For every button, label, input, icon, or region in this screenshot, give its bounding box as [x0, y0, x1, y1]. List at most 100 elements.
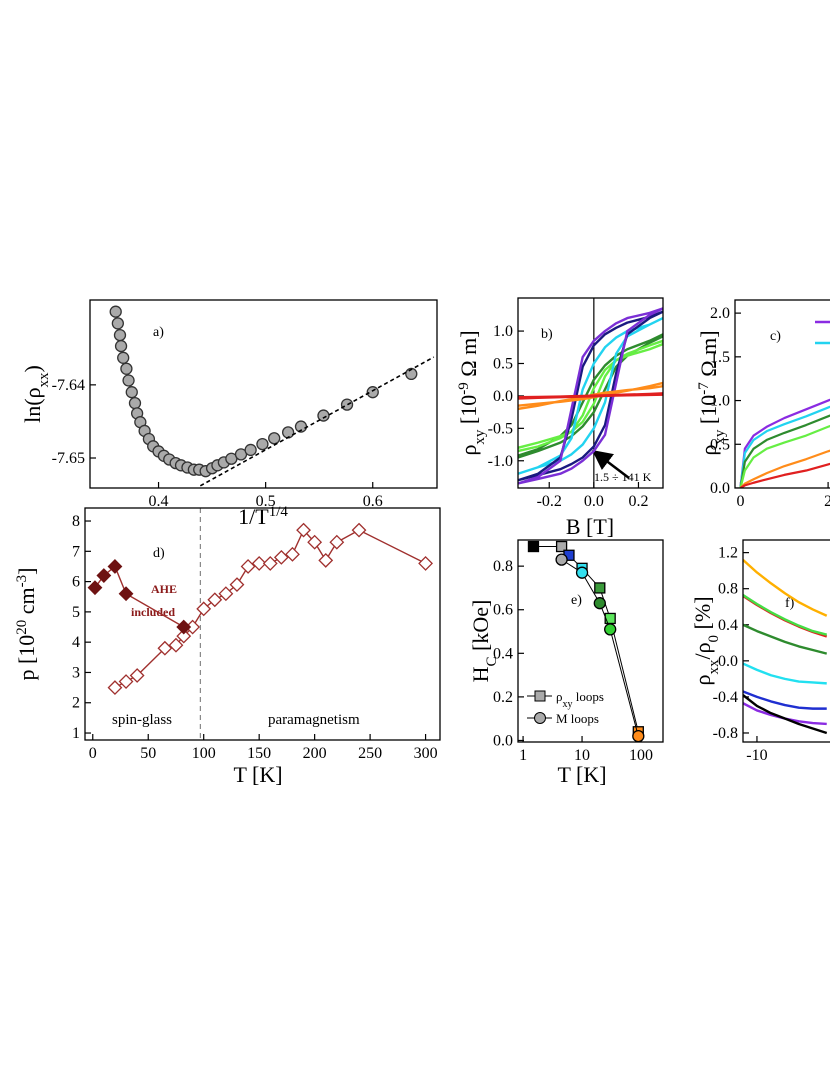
data-point — [109, 305, 122, 318]
data-point — [351, 522, 367, 538]
x-tick-label: -0.2 — [537, 493, 562, 510]
data-point — [244, 443, 257, 457]
data-point — [207, 592, 223, 608]
x-tick-label: 2 — [824, 493, 830, 510]
y-tick-label: 0.0 — [710, 480, 730, 497]
plot-area — [90, 305, 435, 488]
y-tick-label: 0.0 — [493, 388, 513, 405]
annotation: 1.5 ÷ 141 K — [594, 470, 652, 484]
y-tick-label: 0.4 — [493, 645, 513, 662]
label-part: ln(ρ — [20, 387, 45, 422]
x-tick-label: 250 — [358, 745, 382, 762]
y-axis-label: p [1020 cm-3] — [14, 567, 39, 680]
label-part: -9 — [456, 382, 472, 395]
data-point — [555, 553, 568, 566]
x-tick-label: 150 — [247, 745, 271, 762]
panel-label: f) — [785, 596, 795, 611]
series-line — [743, 694, 828, 735]
data-point — [340, 398, 354, 411]
data-point — [527, 540, 540, 553]
data-point — [296, 522, 311, 538]
series-line — [518, 307, 663, 485]
y-tick-label: 0.6 — [493, 602, 513, 619]
panel-label: d) — [153, 546, 165, 561]
y-tick-label: 6 — [72, 574, 80, 591]
label-part: 0 — [706, 635, 722, 643]
label-part: xx — [36, 372, 52, 388]
x-tick-label: -10 — [746, 747, 767, 764]
label-part: xy — [563, 699, 573, 710]
data-point — [285, 546, 300, 562]
y-axis-label: ρxx/ρ0 [%] — [690, 596, 722, 685]
data-point — [107, 559, 123, 574]
data-point — [107, 680, 123, 696]
x-tick-label: 0.4 — [149, 493, 169, 510]
label-part: [%] — [690, 596, 715, 634]
annotation: included — [131, 605, 175, 619]
label-part: xy — [712, 429, 728, 445]
data-point — [122, 374, 135, 387]
plot-frame — [84, 507, 441, 741]
x-tick-label: 300 — [414, 745, 438, 762]
y-tick-label: 0.0 — [493, 732, 513, 749]
series-line — [518, 310, 663, 482]
y-tick-label: -7.65 — [52, 450, 85, 467]
series-line — [743, 623, 828, 655]
series-line — [743, 662, 827, 685]
x-tick-label: 0 — [736, 493, 744, 510]
y-tick-label: 7 — [72, 543, 80, 560]
data-point — [251, 556, 267, 571]
label-part: ρ — [456, 445, 481, 456]
series-line — [739, 449, 830, 488]
data-point — [268, 432, 281, 445]
label-part: -3 — [14, 575, 30, 588]
plot-frame — [742, 539, 830, 743]
data-point — [176, 628, 192, 644]
y-tick-label: -0.8 — [713, 725, 738, 742]
label-part: -7 — [696, 382, 712, 395]
y-tick-label: 3 — [72, 664, 80, 681]
y-tick-label: 2 — [72, 695, 80, 712]
x-tick-label: 100 — [629, 747, 653, 764]
data-point — [96, 568, 112, 583]
y-tick-label: 0.2 — [493, 689, 513, 706]
series-line — [518, 316, 663, 475]
plot-frame — [517, 539, 664, 743]
legend-label: ρxy loops — [556, 689, 604, 710]
label-part: cm — [14, 587, 39, 619]
legend-marker — [534, 690, 546, 702]
data-point — [113, 328, 127, 342]
y-tick-label: 1.0 — [493, 323, 513, 340]
y-tick-label: -7.64 — [52, 377, 85, 394]
label-part: xy — [472, 429, 488, 445]
x-axis-label: T [K] — [233, 762, 282, 787]
x-tick-label: 1 — [519, 747, 527, 764]
x-axis-label: T [K] — [557, 762, 606, 787]
y-tick-label: 4 — [72, 634, 80, 651]
series-line — [739, 405, 830, 488]
label-part: ρ — [556, 689, 563, 704]
panel-label: e) — [571, 593, 582, 608]
label-part: 20 — [14, 620, 30, 635]
y-axis-label: ρxy [10-9 Ω m] — [456, 330, 488, 455]
data-point — [594, 582, 606, 594]
x-tick-label: 0.0 — [584, 493, 604, 510]
data-point — [111, 317, 124, 330]
data-point — [405, 367, 418, 381]
label-part: loops — [573, 689, 604, 704]
series-line — [743, 690, 827, 710]
panel-label: b) — [541, 327, 553, 342]
data-point — [218, 586, 234, 602]
annotation: AHE — [151, 582, 177, 596]
plot-area — [85, 508, 433, 740]
series-line — [743, 594, 828, 636]
data-point — [604, 623, 617, 636]
plot-frame — [734, 299, 830, 489]
plot-area — [518, 540, 645, 742]
label-part: Ω m] — [456, 330, 481, 382]
series-line — [743, 558, 828, 617]
data-point — [157, 640, 173, 656]
y-tick-label: 0.5 — [493, 355, 513, 372]
y-tick-label: 8 — [72, 513, 80, 530]
